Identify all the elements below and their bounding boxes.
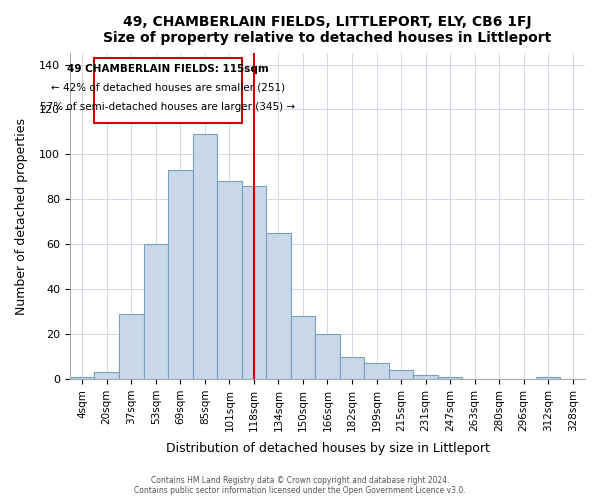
Bar <box>94 372 119 379</box>
Bar <box>290 316 315 379</box>
Bar <box>168 170 193 379</box>
Bar <box>340 356 364 379</box>
Text: 49 CHAMBERLAIN FIELDS: 115sqm: 49 CHAMBERLAIN FIELDS: 115sqm <box>67 64 269 74</box>
Bar <box>242 186 266 379</box>
Bar <box>389 370 413 379</box>
Bar <box>536 377 560 379</box>
Text: Contains HM Land Registry data © Crown copyright and database right 2024.
Contai: Contains HM Land Registry data © Crown c… <box>134 476 466 495</box>
Bar <box>364 364 389 379</box>
Bar <box>143 244 168 379</box>
Bar <box>217 182 242 379</box>
Bar <box>193 134 217 379</box>
Bar <box>315 334 340 379</box>
Text: ← 42% of detached houses are smaller (251): ← 42% of detached houses are smaller (25… <box>51 82 285 92</box>
Text: 57% of semi-detached houses are larger (345) →: 57% of semi-detached houses are larger (… <box>40 102 296 112</box>
Y-axis label: Number of detached properties: Number of detached properties <box>15 118 28 314</box>
Bar <box>413 374 438 379</box>
Bar <box>119 314 143 379</box>
Title: 49, CHAMBERLAIN FIELDS, LITTLEPORT, ELY, CB6 1FJ
Size of property relative to de: 49, CHAMBERLAIN FIELDS, LITTLEPORT, ELY,… <box>103 15 551 45</box>
Bar <box>438 377 463 379</box>
Bar <box>266 233 290 379</box>
X-axis label: Distribution of detached houses by size in Littleport: Distribution of detached houses by size … <box>166 442 490 455</box>
FancyBboxPatch shape <box>94 58 242 123</box>
Bar <box>70 377 94 379</box>
